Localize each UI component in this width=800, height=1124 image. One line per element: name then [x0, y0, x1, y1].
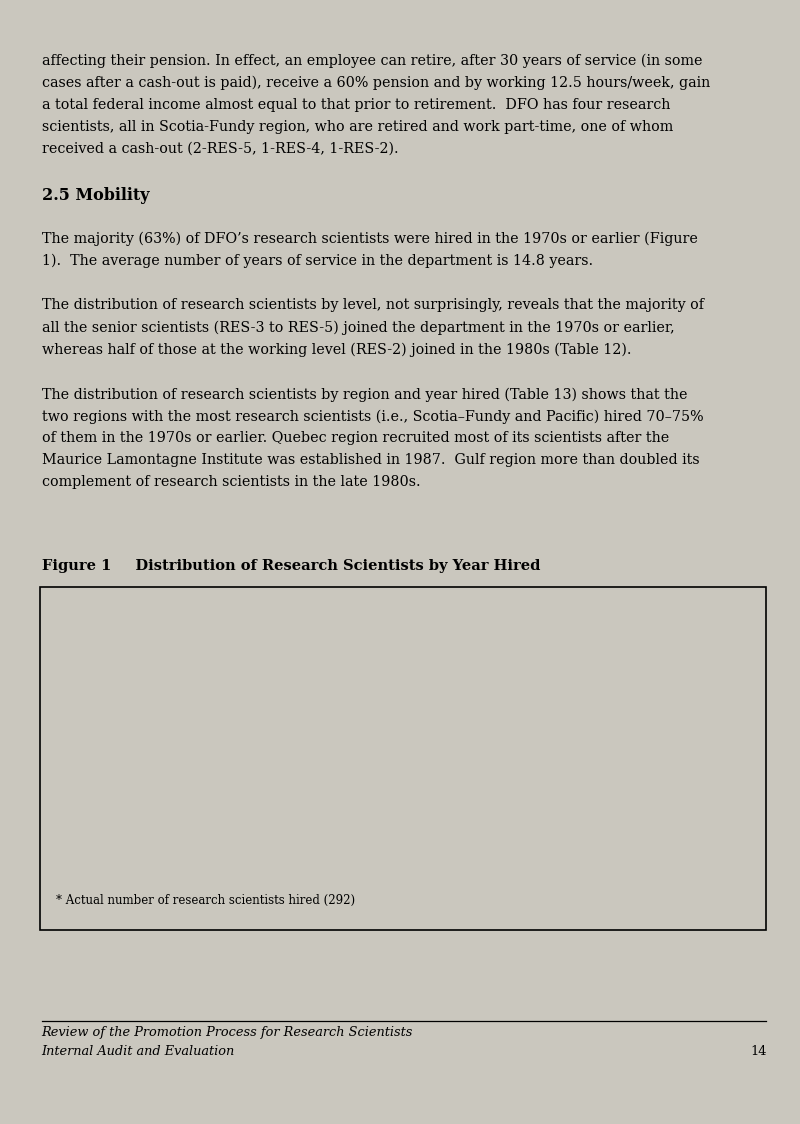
- Text: Distribution of Research Scientists by Year Hired: Distribution of Research Scientists by Y…: [115, 559, 541, 572]
- Text: Figure 1: Figure 1: [42, 559, 111, 572]
- Text: a total federal income almost equal to that prior to retirement.  DFO has four r: a total federal income almost equal to t…: [42, 98, 670, 111]
- Text: 46: 46: [478, 851, 494, 863]
- Y-axis label: PERCENTAGE: PERCENTAGE: [78, 706, 90, 794]
- Text: 17%: 17%: [577, 718, 606, 732]
- Text: complement of research scientists in the late 1980s.: complement of research scientists in the…: [42, 474, 420, 489]
- Text: received a cash-out (2-RES-5, 1-RES-4, 1-RES-2).: received a cash-out (2-RES-5, 1-RES-4, 1…: [42, 142, 398, 155]
- Bar: [448, 742, 524, 868]
- Text: 63: 63: [266, 851, 283, 863]
- Text: 22%: 22%: [260, 679, 290, 692]
- Text: 2.5 Mobility: 2.5 Mobility: [42, 187, 149, 203]
- Bar: [237, 695, 313, 868]
- Text: scientists, all in Scotia-Fundy region, who are retired and work part-time, one : scientists, all in Scotia-Fundy region, …: [42, 119, 673, 134]
- Text: 14: 14: [750, 1045, 766, 1059]
- Bar: [554, 734, 630, 868]
- Bar: [659, 836, 735, 868]
- Text: Maurice Lamontagne Institute was established in 1987.  Gulf region more than dou: Maurice Lamontagne Institute was establi…: [42, 453, 699, 466]
- Text: 74*: 74*: [157, 851, 181, 863]
- Text: Review of the Promotion Process for Research Scientists: Review of the Promotion Process for Rese…: [42, 1026, 413, 1040]
- Text: The distribution of research scientists by level, not surprisingly, reveals that: The distribution of research scientists …: [42, 298, 704, 312]
- Bar: [131, 671, 207, 868]
- Text: 1).  The average number of years of service in the department is 14.8 years.: 1). The average number of years of servi…: [42, 253, 593, 268]
- Text: 16%: 16%: [366, 726, 395, 740]
- Text: * Actual number of research scientists hired (292): * Actual number of research scientists h…: [56, 894, 355, 907]
- Text: cases after a cash-out is paid), receive a 60% pension and by working 12.5 hours: cases after a cash-out is paid), receive…: [42, 76, 710, 90]
- Text: 16%: 16%: [471, 726, 501, 740]
- Text: The distribution of research scientists by region and year hired (Table 13) show: The distribution of research scientists …: [42, 387, 687, 401]
- Text: 25%: 25%: [154, 655, 183, 669]
- Text: 4%: 4%: [687, 821, 708, 834]
- Text: 13: 13: [689, 851, 706, 863]
- Text: of them in the 1970s or earlier. Quebec region recruited most of its scientists : of them in the 1970s or earlier. Quebec …: [42, 430, 669, 445]
- Text: all the senior scientists (RES-3 to RES-5) joined the department in the 1970s or: all the senior scientists (RES-3 to RES-…: [42, 320, 674, 335]
- Bar: [342, 742, 418, 868]
- Text: Internal Audit and Evaluation: Internal Audit and Evaluation: [42, 1045, 235, 1059]
- Text: whereas half of those at the working level (RES-2) joined in the 1980s (Table 12: whereas half of those at the working lev…: [42, 342, 631, 356]
- Text: affecting their pension. In effect, an employee can retire, after 30 years of se: affecting their pension. In effect, an e…: [42, 54, 702, 69]
- Text: The majority (63%) of DFO’s research scientists were hired in the 1970s or earli: The majority (63%) of DFO’s research sci…: [42, 232, 698, 246]
- Text: 46: 46: [372, 851, 389, 863]
- Text: two regions with the most research scientists (i.e., Scotia–Fundy and Pacific) h: two regions with the most research scien…: [42, 409, 703, 424]
- Text: 50: 50: [583, 851, 600, 863]
